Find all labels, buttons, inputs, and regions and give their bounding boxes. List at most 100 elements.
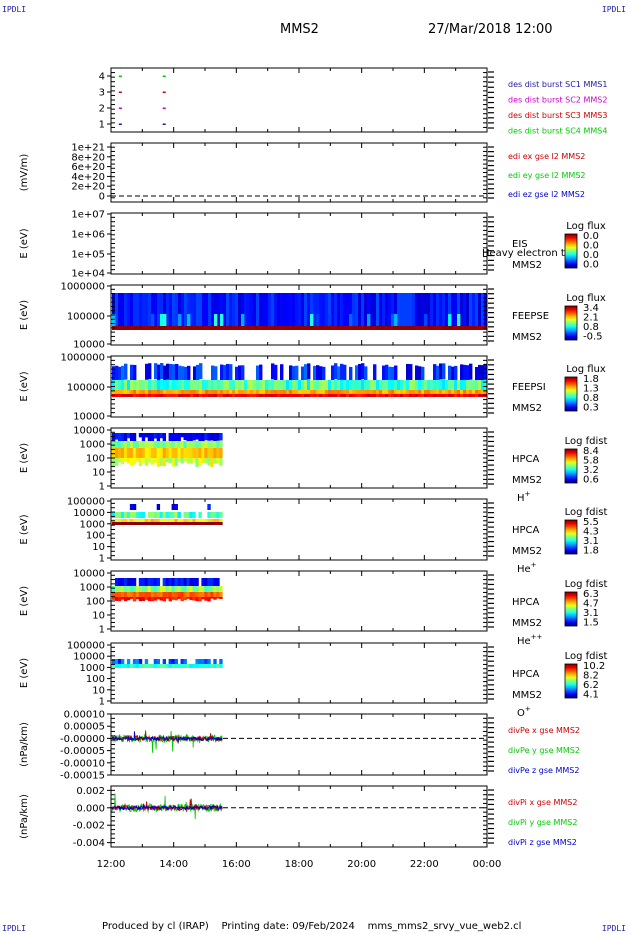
feepsi-panel-cbar-title: Log flux bbox=[566, 364, 606, 375]
hpca-o-panel-ytick-5: 1 bbox=[99, 697, 105, 708]
hpca-o-panel-ytick-1: 10000 bbox=[73, 652, 105, 663]
hpca-h-panel-ytick-4: 1 bbox=[99, 482, 105, 493]
burst-panel-frame bbox=[110, 67, 488, 133]
feepse-panel-ytick-2: 10000 bbox=[73, 340, 105, 351]
hpca-hepp-panel-ytick-3: 10 bbox=[92, 611, 105, 622]
feepse-panel-instrument: FEEPSE bbox=[512, 311, 549, 322]
hpca-h-panel-ylabel: E (eV) bbox=[19, 443, 30, 473]
hpca-o-panel-cbar-tick-0: 10.2 bbox=[583, 661, 605, 672]
hpca-o-panel-ytick-2: 1000 bbox=[80, 663, 105, 674]
divpe-panel-legend-2: divPe z gse MMS2 bbox=[508, 766, 579, 775]
edi-panel-ytick-3: 4e+20 bbox=[71, 172, 105, 183]
hpca-o-panel-species: O+ bbox=[517, 705, 531, 719]
divpe-panel-ytick-5: -0.00015 bbox=[60, 771, 105, 782]
divpi-panel-legend-0: divPi x gse MMS2 bbox=[508, 798, 577, 807]
feepsi-panel-instrument: FEEPSI bbox=[512, 382, 546, 393]
burst-panel-ytick-3: 1 bbox=[99, 120, 105, 131]
feepsi-panel-spectrogram bbox=[112, 363, 488, 397]
hpca-he-panel-ytick-1: 10000 bbox=[73, 508, 105, 519]
hpca-hepp-panel-cbar-tick-1: 4.7 bbox=[583, 599, 599, 610]
footer-credit: Produced by cl (IRAP) bbox=[102, 921, 209, 932]
corner-mark-tr: IPDLI bbox=[601, 5, 626, 14]
burst-panel-ytick-2: 2 bbox=[99, 104, 105, 115]
burst-panel-mark-1-0 bbox=[162, 75, 166, 77]
edi-panel-legend-2: edi ez gse l2 MMS2 bbox=[508, 190, 585, 199]
divpi-panel-series-2 bbox=[111, 803, 223, 812]
hpca-hepp-panel-ytick-4: 1 bbox=[99, 625, 105, 636]
feepse-panel-cbar-tick-3: -0.5 bbox=[583, 332, 603, 343]
burst-panel-ytick-0: 4 bbox=[99, 72, 105, 83]
edi-panel-legend-0: edi ex gse l2 MMS2 bbox=[508, 152, 585, 161]
hpca-o-panel-ylabel: E (eV) bbox=[19, 658, 30, 688]
hpca-o-panel-sc: MMS2 bbox=[512, 690, 542, 701]
hpca-hepp-panel-ytick-1: 1000 bbox=[80, 583, 105, 594]
divpi-panel-ytick-0: 0.002 bbox=[76, 786, 105, 797]
hpca-o-panel-ytick-0: 100000 bbox=[67, 641, 105, 652]
divpe-panel-legend-1: divPe y gse MMS2 bbox=[508, 746, 580, 755]
footer: Produced by cl (IRAP) Printing date: 09/… bbox=[102, 921, 521, 932]
hpca-h-panel-cbar-tick-3: 0.6 bbox=[583, 475, 599, 486]
hpca-h-panel-cbar-tick-0: 8.4 bbox=[583, 446, 599, 457]
x-tick-label-2: 16:00 bbox=[222, 859, 251, 870]
hpca-h-panel-cbar-title: Log fdist bbox=[565, 436, 608, 447]
burst-panel-legend-3: des dist burst SC4 MMS4 bbox=[508, 127, 607, 136]
eis-panel-ylabel: E (eV) bbox=[19, 228, 30, 258]
x-tick-label-0: 12:00 bbox=[97, 859, 126, 870]
feepse-panel-ytick-0: 1000000 bbox=[60, 282, 105, 293]
divpi-panel-ytick-3: -0.004 bbox=[73, 838, 105, 849]
hpca-he-panel-species: He+ bbox=[517, 561, 537, 575]
eis-panel-cbar-title: Log flux bbox=[566, 221, 606, 232]
hpca-h-panel-ytick-3: 10 bbox=[92, 468, 105, 479]
eis-panel-overlay: Heavy electron t bbox=[482, 248, 565, 259]
hpca-hepp-panel-cbar-tick-0: 6.3 bbox=[583, 589, 599, 600]
feepsi-panel-sc: MMS2 bbox=[512, 403, 542, 414]
divpe-panel-ytick-2: -0.00000 bbox=[60, 734, 105, 745]
hpca-hepp-panel-sc: MMS2 bbox=[512, 618, 542, 629]
edi-panel-ylabel: (mV/m) bbox=[19, 154, 30, 192]
footer-filename: mms_mms2_srvy_vue_web2.cl bbox=[367, 921, 522, 932]
corner-mark-bl: IPDLI bbox=[2, 924, 27, 933]
feepse-panel-spectrogram bbox=[112, 293, 488, 330]
feepse-panel-cbar-tick-0: 3.4 bbox=[583, 303, 599, 314]
hpca-o-panel-instrument: HPCA bbox=[512, 669, 540, 680]
x-tick-label-5: 22:00 bbox=[410, 859, 439, 870]
eis-panel-cbar-tick-2: 0.0 bbox=[583, 250, 599, 261]
burst-panel-legend-1: des dist burst SC2 MMS2 bbox=[508, 96, 607, 105]
hpca-he-panel-cbar-tick-3: 1.8 bbox=[583, 546, 599, 557]
hpca-h-panel-ytick-0: 10000 bbox=[73, 426, 105, 437]
hpca-he-panel-ytick-0: 100000 bbox=[67, 497, 105, 508]
hpca-o-panel-cbar-title: Log fdist bbox=[565, 651, 608, 662]
burst-panel-mark-0-1 bbox=[118, 91, 122, 93]
hpca-o-panel-cbar-tick-1: 8.2 bbox=[583, 671, 599, 682]
feepsi-panel-ytick-0: 1000000 bbox=[60, 353, 105, 364]
eis-panel-instrument: EIS bbox=[512, 239, 528, 250]
burst-panel-mark-0-3 bbox=[118, 123, 122, 125]
hpca-o-panel-frame bbox=[110, 642, 488, 704]
x-tick-label-6: 00:00 bbox=[473, 859, 502, 870]
hpca-he-panel-colorbar bbox=[564, 519, 578, 555]
hpca-h-panel-sc: MMS2 bbox=[512, 475, 542, 486]
burst-panel-mark-0-2 bbox=[118, 107, 122, 109]
feepse-panel-cbar-tick-2: 0.8 bbox=[583, 322, 599, 333]
hpca-hepp-panel-spectrogram bbox=[112, 578, 223, 602]
divpi-panel-frame bbox=[110, 785, 488, 848]
edi-panel-ytick-2: 6e+20 bbox=[71, 162, 105, 173]
corner-mark-tl: IPDLI bbox=[2, 5, 27, 14]
eis-panel-ytick-0: 1e+07 bbox=[71, 210, 105, 221]
hpca-he-panel-ytick-5: 1 bbox=[99, 554, 105, 565]
feepsi-panel-ylabel: E (eV) bbox=[19, 371, 30, 401]
header-datetime: 27/Mar/2018 12:00 bbox=[428, 22, 553, 37]
divpe-panel-ylabel: (nPa/km) bbox=[19, 722, 30, 767]
edi-panel-ytick-0: 1e+21 bbox=[71, 143, 105, 154]
burst-panel-legend-2: des dist burst SC3 MMS3 bbox=[508, 111, 607, 120]
hpca-o-panel-cbar-tick-2: 6.2 bbox=[583, 680, 599, 691]
burst-panel-mark-1-3 bbox=[162, 123, 166, 125]
divpi-panel-ytick-2: -0.002 bbox=[73, 821, 105, 832]
edi-panel-ytick-5: 0 bbox=[99, 192, 105, 203]
hpca-he-panel-frame bbox=[110, 498, 488, 561]
eis-panel-ytick-3: 1e+04 bbox=[71, 269, 105, 280]
divpi-panel-legend-1: divPi y gse MMS2 bbox=[508, 818, 577, 827]
hpca-he-panel-instrument: HPCA bbox=[512, 525, 540, 536]
footer-printing-date: Printing date: 09/Feb/2024 bbox=[221, 921, 355, 932]
